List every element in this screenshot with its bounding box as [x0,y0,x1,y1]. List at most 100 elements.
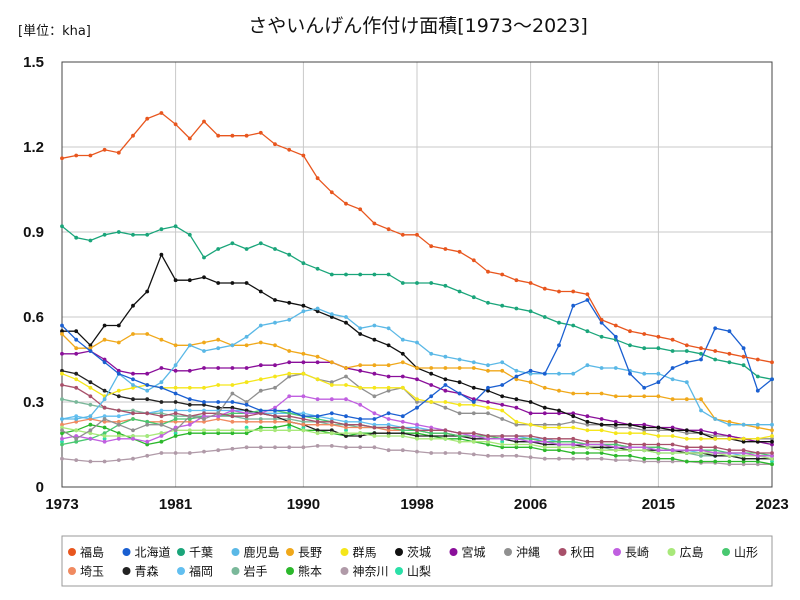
data-point [60,456,64,461]
data-point [571,414,576,419]
data-point [486,269,490,274]
data-point [230,383,235,387]
data-point [741,451,746,455]
data-point [443,388,448,393]
data-point [542,436,547,441]
data-point [131,428,135,433]
data-point [471,385,476,390]
data-point [244,445,249,450]
legend-marker [395,567,403,575]
data-point [571,391,576,396]
data-point [273,374,277,379]
data-point [159,408,164,413]
data-point [372,337,377,342]
data-point [102,357,107,362]
data-point [727,451,732,455]
data-point [315,306,320,311]
data-point [770,439,774,444]
data-point [386,374,391,379]
data-point [202,449,206,454]
data-point [329,360,334,365]
data-point [88,417,93,421]
data-point [145,434,150,438]
data-point [329,419,334,424]
data-point [500,436,505,441]
data-point [699,436,703,441]
data-point [287,445,292,450]
data-point [273,428,277,433]
data-point [358,422,363,427]
data-point [628,442,632,447]
data-point [542,371,547,376]
data-point [613,419,618,424]
data-point [727,448,732,453]
data-point [741,439,746,444]
data-point [471,434,476,438]
legend-marker [122,548,131,556]
data-point [159,422,164,427]
data-point [443,434,448,438]
data-point [642,431,647,436]
data-point [571,456,576,461]
data-point [244,402,249,407]
data-point [159,380,164,385]
data-point [372,371,377,376]
data-point [642,332,647,336]
data-point [102,337,107,342]
data-point [770,422,774,427]
data-point [230,431,235,436]
data-point [344,445,348,450]
data-point [159,337,164,342]
data-point [344,414,348,419]
data-point [159,252,164,257]
data-point [514,442,519,447]
data-point [656,451,661,455]
legend-marker [667,548,676,556]
data-point [88,402,93,407]
data-point [642,442,647,447]
axis-labels: 0 0.3 0.6 0.9 1.2 1.5 1973 1981 1990 1998 2006 2015… [23,54,789,513]
data-point [287,371,292,376]
data-point [258,377,263,382]
data-point [216,411,221,416]
data-point [471,436,476,441]
data-point [315,431,320,436]
x-tick-label: 1998 [400,496,433,513]
data-point [88,380,93,385]
data-point [670,434,675,438]
data-point [301,445,306,450]
data-point [415,377,419,382]
data-point [159,400,164,404]
data-point [599,448,604,453]
data-point [230,366,235,370]
data-point [273,142,277,147]
data-point [528,380,533,385]
data-point [60,323,64,328]
data-point [159,366,164,370]
data-point [528,309,533,314]
data-point [741,422,746,427]
data-point [329,422,334,427]
data-point [131,411,135,416]
data-point [557,442,561,447]
data-point [145,411,150,416]
data-point [486,300,490,305]
data-point [187,422,192,427]
data-point [202,408,206,413]
data-point [344,272,348,277]
data-point [358,363,363,368]
data-point [60,439,64,444]
data-point [386,363,391,368]
data-point [486,442,490,447]
data-point [699,357,703,362]
data-point [60,417,64,421]
data-point [699,451,703,455]
data-point [684,436,689,441]
data-point [585,442,590,447]
data-point [287,360,292,365]
data-point [258,408,263,413]
data-point [74,400,79,404]
data-point [287,422,292,427]
data-point [755,462,760,467]
data-point [613,431,618,436]
